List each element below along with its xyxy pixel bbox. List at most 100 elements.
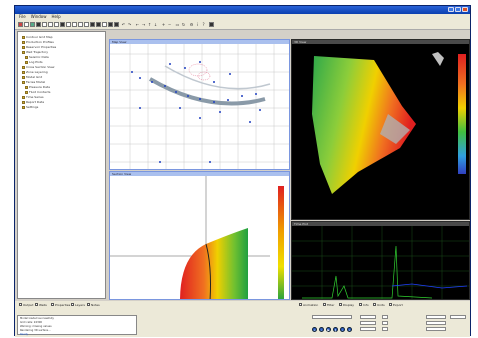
tab-output[interactable]: Output bbox=[19, 302, 33, 307]
color-scale bbox=[458, 54, 466, 174]
select-icon[interactable] bbox=[78, 22, 83, 27]
arrow-left-icon[interactable]: ← bbox=[135, 22, 140, 27]
paste-icon[interactable] bbox=[54, 22, 59, 27]
time-plot-panel[interactable]: Time Plot bbox=[291, 221, 470, 300]
section-plot[interactable] bbox=[110, 176, 290, 300]
rotate-icon[interactable] bbox=[84, 22, 89, 27]
tab-export[interactable]: Export bbox=[389, 302, 403, 307]
tree-item[interactable]: Settings bbox=[22, 105, 38, 109]
tree-item[interactable]: Pressure Data bbox=[25, 85, 50, 89]
project-tree: Contour Grid Map Production Profiles Res… bbox=[17, 31, 106, 299]
tree-item[interactable]: Reservoir Properties bbox=[22, 45, 56, 49]
3d-surface-view[interactable] bbox=[292, 44, 470, 220]
mode-select[interactable] bbox=[450, 315, 466, 319]
measure-icon[interactable] bbox=[102, 22, 107, 27]
tab-wells[interactable]: Wells bbox=[35, 302, 47, 307]
units-icon bbox=[373, 303, 376, 306]
info-icon[interactable]: i bbox=[196, 22, 199, 27]
output-log[interactable]: Model loaded successfully Grid cells: 24… bbox=[17, 315, 137, 336]
folder-icon bbox=[25, 55, 28, 59]
filter-icon bbox=[323, 303, 326, 306]
loop-field[interactable] bbox=[426, 327, 446, 331]
layer-icon[interactable] bbox=[96, 22, 101, 27]
tab-animation[interactable]: Animation bbox=[299, 302, 318, 307]
frame-field[interactable] bbox=[312, 315, 352, 319]
fit-icon[interactable]: ▭ bbox=[175, 22, 180, 27]
tab-notes[interactable]: Notes bbox=[87, 302, 100, 307]
maximize-button[interactable] bbox=[455, 7, 461, 12]
arrow-up-icon[interactable]: ↑ bbox=[147, 22, 152, 27]
help-icon[interactable]: ? bbox=[202, 22, 205, 27]
pause-button[interactable]: ‖ bbox=[333, 327, 338, 332]
grid-icon[interactable] bbox=[60, 22, 65, 27]
tab-info[interactable]: Info bbox=[359, 302, 369, 307]
tree-item[interactable]: Facies Model bbox=[22, 80, 45, 84]
step-field[interactable] bbox=[360, 327, 376, 331]
time-series-plot[interactable] bbox=[292, 226, 470, 300]
save-icon[interactable] bbox=[30, 22, 35, 27]
table-icon[interactable] bbox=[114, 22, 119, 27]
arrow-right-icon[interactable]: → bbox=[141, 22, 146, 27]
zoom-out-icon[interactable]: − bbox=[167, 22, 172, 27]
step-back-button[interactable]: ‹ bbox=[319, 327, 324, 332]
tab-filter[interactable]: Filter bbox=[323, 302, 334, 307]
close-button[interactable] bbox=[462, 7, 468, 12]
animation-controls: « ‹ ▶ ‖ › » bbox=[298, 313, 470, 335]
step-forward-button[interactable]: › bbox=[340, 327, 345, 332]
menu-help[interactable]: Help bbox=[51, 14, 61, 19]
tree-item[interactable]: Time Series bbox=[22, 95, 44, 99]
play-button[interactable]: ▶ bbox=[326, 327, 331, 332]
menu-file[interactable]: File bbox=[19, 14, 26, 19]
chart-icon[interactable] bbox=[108, 22, 113, 27]
map-view-panel[interactable]: Map View bbox=[109, 39, 290, 170]
section-view-panel[interactable]: Section View bbox=[109, 171, 290, 300]
open-icon[interactable] bbox=[24, 22, 29, 27]
tab-units[interactable]: Units bbox=[373, 302, 385, 307]
start-field[interactable] bbox=[360, 315, 376, 319]
view-icon[interactable] bbox=[90, 22, 95, 27]
tab-layers[interactable]: Layers bbox=[71, 302, 85, 307]
undo-icon[interactable]: ↶ bbox=[121, 22, 126, 27]
speed-field[interactable] bbox=[426, 315, 446, 319]
menu-window[interactable]: Window bbox=[30, 14, 47, 19]
tab-properties[interactable]: Properties bbox=[51, 302, 70, 307]
layers-icon bbox=[71, 303, 74, 306]
tree-item[interactable]: Log Plots bbox=[25, 60, 43, 64]
tree-item[interactable]: Cross Section View bbox=[22, 65, 54, 69]
end-field[interactable] bbox=[360, 321, 376, 325]
delay-field[interactable] bbox=[426, 321, 446, 325]
redo-icon[interactable]: ↷ bbox=[127, 22, 132, 27]
option-toggle[interactable] bbox=[382, 315, 388, 319]
option-toggle[interactable] bbox=[382, 321, 388, 325]
bottom-pane: Output Wells Properties Layers Notes Mod… bbox=[15, 301, 470, 337]
tree-item[interactable]: Model Grid bbox=[22, 75, 42, 79]
map-plot[interactable] bbox=[110, 44, 290, 170]
zoom-in-icon[interactable]: + bbox=[161, 22, 166, 27]
tree-item[interactable]: Production Profiles bbox=[22, 40, 54, 44]
fast-forward-button[interactable]: » bbox=[347, 327, 352, 332]
arrow-down-icon[interactable]: ↓ bbox=[153, 22, 158, 27]
tab-display[interactable]: Display bbox=[339, 302, 354, 307]
tree-item[interactable]: Well Trajectory bbox=[22, 50, 48, 54]
minimize-button[interactable] bbox=[448, 7, 454, 12]
camera-icon[interactable] bbox=[209, 22, 214, 27]
log-line: Grid cells: 24300 bbox=[20, 321, 43, 324]
folder-icon bbox=[25, 60, 28, 64]
tree-item[interactable]: Zone Layering bbox=[22, 70, 48, 74]
copy-icon[interactable] bbox=[48, 22, 53, 27]
3d-view-panel[interactable]: 3D View bbox=[291, 39, 470, 220]
tree-item[interactable]: Seismic Data bbox=[25, 55, 49, 59]
settings-icon[interactable]: ⚙ bbox=[189, 22, 194, 27]
pan-icon[interactable] bbox=[72, 22, 77, 27]
print-icon[interactable] bbox=[36, 22, 41, 27]
refresh-icon[interactable]: ↻ bbox=[181, 22, 186, 27]
zoom-icon[interactable] bbox=[66, 22, 71, 27]
tree-item[interactable]: Fluid Contacts bbox=[25, 90, 50, 94]
tree-item[interactable]: Contour Grid Map bbox=[22, 35, 53, 39]
tree-item[interactable]: Report Data bbox=[22, 100, 44, 104]
option-toggle[interactable] bbox=[382, 327, 388, 331]
folder-icon bbox=[22, 40, 25, 44]
new-icon[interactable] bbox=[18, 22, 23, 27]
rewind-button[interactable]: « bbox=[312, 327, 317, 332]
cut-icon[interactable] bbox=[42, 22, 47, 27]
